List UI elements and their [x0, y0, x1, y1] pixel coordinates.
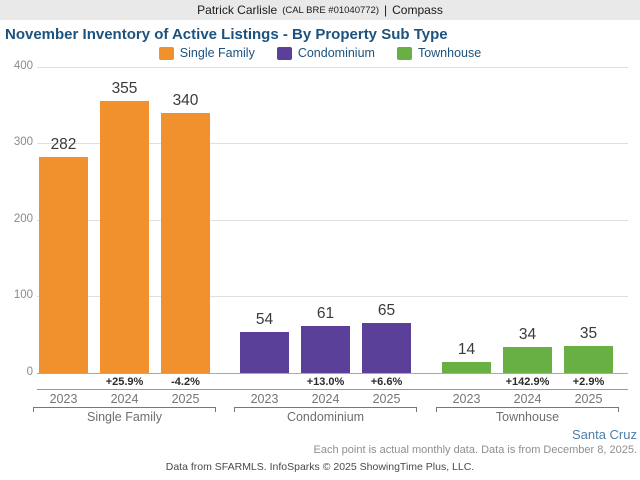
bar-single-family-2025[interactable]	[161, 113, 210, 373]
x-tick-label-single-family-2023: 2023	[49, 392, 78, 406]
agent-name: Patrick Carlisle	[197, 3, 278, 17]
legend-swatch-single-family	[158, 46, 174, 60]
y-tick-label-100: 100	[13, 289, 33, 301]
x-tick-label-townhouse-2024: 2024	[513, 392, 542, 406]
header-bar: Patrick Carlisle (CAL BRE #01040772) | C…	[0, 0, 640, 20]
x-tick-label-townhouse-2023: 2023	[452, 392, 481, 406]
x-tick-label-condominium-2023: 2023	[250, 392, 279, 406]
legend-label: Single Family	[179, 46, 255, 60]
x-axis-line	[37, 373, 628, 374]
bar-townhouse-2023[interactable]	[442, 362, 491, 373]
legend-swatch-townhouse	[396, 46, 412, 60]
group-bracket-townhouse	[436, 407, 619, 412]
group-label-single-family: Single Family	[86, 410, 163, 424]
y-tick-label-400: 400	[13, 60, 33, 72]
legend-swatch-condominium	[276, 46, 292, 60]
legend-label: Condominium	[297, 46, 375, 60]
chart-title: November Inventory of Active Listings - …	[5, 26, 448, 43]
bar-value-single-family-2023: 282	[50, 136, 77, 153]
brand-name: Compass	[392, 3, 443, 17]
bar-value-townhouse-2023: 14	[457, 341, 476, 358]
bar-value-townhouse-2024: 34	[518, 326, 537, 343]
pct-change-condominium-2024: +13.0%	[306, 376, 345, 388]
bar-townhouse-2025[interactable]	[564, 346, 613, 373]
y-tick-label-300: 300	[13, 136, 33, 148]
group-label-condominium: Condominium	[286, 410, 365, 424]
pct-change-single-family-2025: -4.2%	[171, 376, 200, 388]
data-note: Each point is actual monthly data. Data …	[313, 444, 637, 456]
y-tick-label-200: 200	[13, 213, 33, 225]
legend-item-single-family[interactable]: Single Family	[158, 46, 255, 60]
bar-single-family-2024[interactable]	[100, 101, 149, 373]
group-bracket-single-family	[33, 407, 216, 412]
pct-change-townhouse-2024: +142.9%	[505, 376, 550, 388]
pct-change-single-family-2024: +25.9%	[105, 376, 144, 388]
pct-change-condominium-2025: +6.6%	[370, 376, 403, 388]
x-tick-label-townhouse-2025: 2025	[574, 392, 603, 406]
agent-license: (CAL BRE #01040772)	[282, 4, 380, 16]
bar-value-single-family-2025: 340	[172, 92, 199, 109]
copyright-credit: Data from SFARMLS. InfoSparks © 2025 Sho…	[165, 461, 475, 473]
gridline-200	[37, 220, 628, 221]
x-tick-label-condominium-2024: 2024	[311, 392, 340, 406]
gridline-300	[37, 143, 628, 144]
bar-value-single-family-2024: 355	[111, 80, 138, 97]
bar-value-townhouse-2025: 35	[579, 325, 598, 342]
bar-single-family-2023[interactable]	[39, 157, 88, 373]
group-label-townhouse: Townhouse	[495, 410, 560, 424]
x-tick-label-single-family-2024: 2024	[110, 392, 139, 406]
header-separator: |	[384, 3, 388, 17]
bar-condominium-2025[interactable]	[362, 323, 411, 373]
bar-townhouse-2024[interactable]	[503, 347, 552, 373]
bar-condominium-2024[interactable]	[301, 326, 350, 373]
legend-item-townhouse[interactable]: Townhouse	[396, 46, 482, 60]
bar-value-condominium-2025: 65	[377, 302, 396, 319]
legend-item-condominium[interactable]: Condominium	[276, 46, 375, 60]
gridline-400	[37, 67, 628, 68]
percent-row-separator	[37, 389, 628, 390]
bar-condominium-2023[interactable]	[240, 332, 289, 373]
group-bracket-condominium	[234, 407, 417, 412]
x-tick-label-single-family-2025: 2025	[171, 392, 200, 406]
bar-value-condominium-2023: 54	[255, 311, 274, 328]
chart-legend: Single Family Condominium Townhouse	[0, 45, 640, 61]
bar-value-condominium-2024: 61	[316, 305, 335, 322]
x-tick-label-condominium-2025: 2025	[372, 392, 401, 406]
y-tick-label-0: 0	[26, 366, 33, 378]
gridline-100	[37, 296, 628, 297]
region-label: Santa Cruz	[571, 427, 637, 442]
legend-label: Townhouse	[417, 46, 482, 60]
pct-change-townhouse-2025: +2.9%	[572, 376, 605, 388]
